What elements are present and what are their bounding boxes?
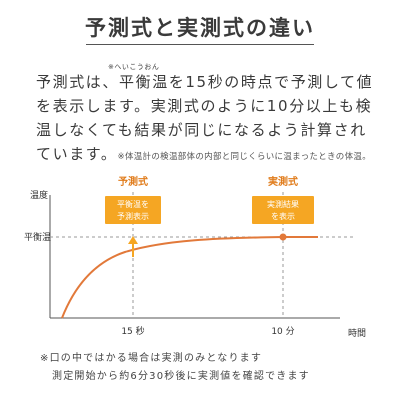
ruby-annotation: ※へいこうおん xyxy=(108,63,160,71)
description-text: 予測式は、平衡温を15秒の時点で予測して値を表示します。実測式のように10分以上… xyxy=(36,73,374,163)
title-underline xyxy=(86,44,314,45)
actual-callout-box xyxy=(252,196,314,224)
actual-point xyxy=(279,233,287,241)
y-tick-label: 平衡温 xyxy=(24,231,51,243)
page-title: 予測式と実測式の違い xyxy=(85,16,315,40)
footnote: ※口の中ではかる場合は実測のみとなります 測定開始から約6分30秒後に実測値を確… xyxy=(40,350,310,386)
y-axis-label: 温度 xyxy=(30,189,48,201)
predict-label: 予測式 xyxy=(118,175,148,188)
predict-callout-box xyxy=(105,196,161,224)
x-axis-label: 時間 xyxy=(348,328,366,339)
description-note: ※体温計の検温部体の内部と同じくらいに温まったときの体温。 xyxy=(117,152,372,162)
footnote-line2: 測定開始から約6分30秒後に実測値を確認できます xyxy=(52,371,310,382)
x-tick-10min: 10 分 xyxy=(271,326,294,337)
footnote-line1: ※口の中ではかる場合は実測のみとなります xyxy=(40,353,263,364)
actual-label: 実測式 xyxy=(268,175,298,188)
actual-callout-line2: を表示 xyxy=(271,211,295,221)
actual-callout-line1: 実測結果 xyxy=(267,199,299,209)
predict-arrow-head xyxy=(128,236,138,244)
predict-callout-line1: 平衡温を xyxy=(117,199,149,209)
temperature-curve xyxy=(61,236,318,319)
predict-callout-line2: 予測表示 xyxy=(117,211,149,221)
description-paragraph: 予測式は、平衡温を15秒の時点で予測して値を表示します。実測式のように10分以上… xyxy=(36,70,376,169)
x-tick-15s: 15 秒 xyxy=(121,325,144,337)
